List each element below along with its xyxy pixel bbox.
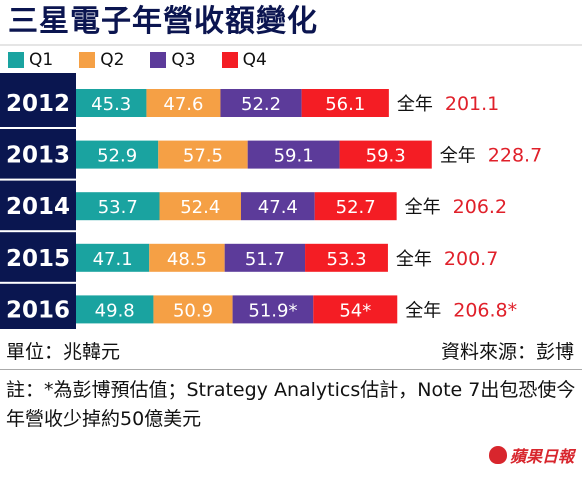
stacked-bar-chart: 2012 45.3 47.6 52.2 56.1 全年 201.1 2013 52.9 57.5 5…: [0, 89, 542, 324]
total-prefix-2016: 全年: [405, 300, 441, 321]
bar-2016-q3: [232, 295, 314, 324]
bar-2012-q2: [146, 89, 221, 117]
apple-icon: [488, 446, 507, 464]
bar-2016-q2: [153, 295, 233, 324]
bar-2013-q3: [247, 140, 340, 169]
bar-2016-q4: [313, 295, 398, 324]
bar-label-2016-q3: 51.9*: [248, 300, 297, 321]
bar-2015-q3: [224, 243, 306, 272]
bar-label-2016-q4: 54*: [339, 300, 371, 321]
legend-item-q2: Q2: [79, 50, 124, 70]
logo-text: 蘋果日報: [509, 447, 574, 466]
year-separator: [0, 281, 76, 284]
bar-2015-q2: [149, 243, 225, 272]
legend-item-q1: Q1: [8, 50, 53, 70]
year-separator: [0, 178, 76, 181]
bar-label-2015-q4: 53.3: [326, 249, 366, 270]
legend-label-q4: Q4: [242, 50, 267, 70]
title-divider: [0, 44, 582, 46]
bar-2012-q1: [76, 89, 147, 117]
bar-label-2012-q1: 45.3: [91, 94, 131, 115]
total-prefix-2015: 全年: [396, 249, 432, 270]
total-prefix-2013: 全年: [440, 146, 476, 167]
bar-label-2016-q2: 50.9: [173, 300, 213, 321]
total-value-2013: 228.7: [488, 145, 542, 167]
bar-label-2014-q1: 53.7: [98, 197, 138, 218]
legend-swatch-q4: [221, 52, 238, 68]
bar-2015-q4: [305, 243, 388, 272]
bar-label-2015-q3: 51.7: [245, 249, 285, 270]
bar-label-2012-q4: 56.1: [325, 94, 365, 115]
bar-label-2014-q2: 52.4: [180, 197, 220, 218]
legend: Q1 Q2 Q3 Q4: [8, 48, 293, 72]
bar-label-2013-q1: 52.9: [97, 146, 137, 167]
bar-2013-q4: [339, 140, 432, 169]
bar-2014-q3: [240, 192, 315, 221]
year-label-2016: 2016: [6, 297, 70, 323]
total-prefix-2012: 全年: [397, 94, 433, 115]
year-label-2013: 2013: [6, 143, 70, 169]
year-panel: [0, 73, 76, 329]
legend-label-q1: Q1: [29, 50, 54, 70]
year-label-2015: 2015: [6, 246, 70, 272]
bar-2013-q1: [76, 140, 159, 169]
bar-2014-q2: [159, 192, 241, 221]
bar-label-2012-q2: 47.6: [163, 94, 203, 115]
total-value-2015: 200.7: [444, 248, 498, 270]
legend-swatch-q2: [79, 52, 96, 68]
bar-label-2012-q3: 52.2: [241, 94, 281, 115]
legend-swatch-q1: [8, 52, 24, 68]
year-label-2014: 2014: [6, 194, 70, 220]
bar-2012-q4: [301, 89, 389, 117]
source-label: 資料來源：彭博: [440, 341, 574, 363]
bar-2015-q1: [76, 243, 150, 272]
bar-label-2013-q2: 57.5: [183, 146, 223, 167]
bar-2014-q1: [76, 192, 160, 221]
legend-label-q2: Q2: [100, 50, 125, 70]
legend-item-q4: Q4: [221, 50, 267, 70]
total-value-2014: 206.2: [453, 196, 507, 218]
bar-2016-q1: [76, 295, 154, 324]
bar-label-2013-q3: 59.1: [274, 146, 314, 167]
total-value-2016: 206.8*: [453, 299, 517, 321]
bar-label-2016-q1: 49.8: [95, 300, 135, 321]
legend-label-q3: Q3: [171, 50, 196, 70]
bar-2014-q4: [314, 192, 397, 221]
publisher-logo: 蘋果日報: [488, 444, 574, 466]
chart-title: 三星電子年營收額變化: [8, 4, 318, 39]
bar-2013-q2: [158, 140, 248, 169]
total-prefix-2014: 全年: [405, 197, 441, 218]
year-separator: [0, 127, 76, 129]
footnote: 註：*為彭博預估值；Strategy Analytics估計，Note 7出包恐…: [6, 379, 576, 430]
total-value-2012: 201.1: [445, 93, 499, 115]
legend-item-q3: Q3: [150, 50, 196, 70]
year-label-2012: 2012: [6, 91, 70, 117]
legend-swatch-q3: [150, 52, 167, 68]
bar-label-2014-q4: 52.7: [336, 197, 376, 218]
bar-label-2013-q4: 59.3: [366, 146, 406, 167]
bar-label-2015-q2: 48.5: [167, 249, 207, 270]
unit-label: 單位：兆韓元: [6, 341, 121, 363]
year-separator: [0, 230, 76, 233]
bar-2012-q3: [220, 89, 302, 117]
notes-divider: [0, 369, 582, 370]
bar-label-2014-q3: 47.4: [258, 197, 298, 218]
bar-label-2015-q1: 47.1: [93, 249, 133, 270]
